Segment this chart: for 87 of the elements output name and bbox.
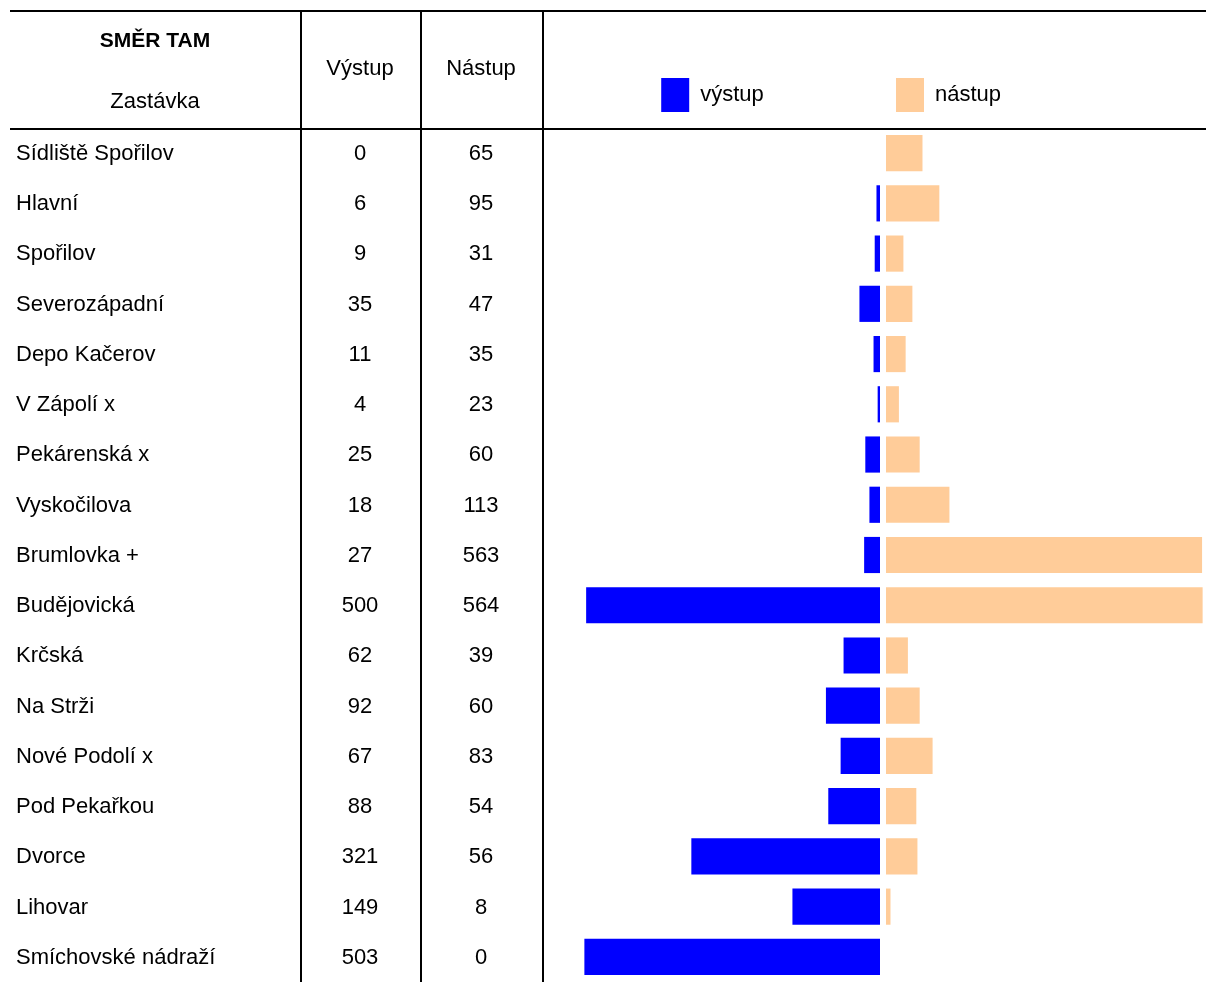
data-label: 25: [346, 440, 374, 469]
data-label: 11: [347, 339, 373, 368]
bar: [886, 637, 908, 674]
y-tick-label: Pekárenská x: [15, 440, 151, 469]
y-tick-label: Pod Pekařkou: [15, 792, 156, 821]
bar: [840, 737, 880, 775]
data-label: 88: [346, 792, 374, 821]
y-tick-label: Depo Kačerov: [15, 339, 157, 368]
data-label: 564: [461, 591, 501, 620]
bar: [874, 235, 880, 272]
data-label: 31: [467, 239, 495, 268]
data-label: 0: [473, 942, 489, 971]
bar: [886, 285, 913, 322]
bar: [886, 135, 923, 172]
bar: [886, 788, 917, 825]
text: Nástup: [445, 55, 517, 81]
bar: [886, 486, 950, 523]
data-label: 60: [467, 691, 495, 720]
bar: [843, 637, 880, 674]
y-tick-label: Dvorce: [15, 842, 87, 871]
data-label: 503: [340, 942, 380, 971]
data-label: 8: [473, 892, 489, 921]
data-label: 56: [467, 842, 495, 871]
bar: [825, 687, 880, 724]
legend-label: výstup: [700, 81, 764, 107]
data-label: 54: [467, 792, 495, 821]
bar: [886, 737, 933, 775]
y-tick-label: Krčská: [15, 641, 85, 670]
bar: [886, 335, 906, 373]
data-label: 62: [346, 641, 374, 670]
y-tick-label: Na Strži: [15, 691, 96, 720]
data-label: 9: [352, 239, 368, 268]
data-label: 35: [467, 339, 495, 368]
y-tick-label: Brumlovka +: [15, 540, 140, 569]
bar: [886, 386, 899, 423]
data-label: 563: [461, 540, 501, 569]
data-label: 113: [462, 490, 500, 519]
bar: [792, 888, 880, 925]
data-label: 149: [340, 892, 380, 921]
y-tick-label: Lihovar: [15, 892, 90, 921]
data-label: 35: [346, 289, 374, 318]
bar: [584, 938, 880, 975]
bar: [864, 536, 880, 574]
data-label: 0: [352, 139, 368, 167]
y-tick-label: Nové Podolí x: [15, 741, 154, 770]
bar: [859, 285, 880, 322]
data-label: 27: [346, 540, 374, 569]
bar: [873, 335, 880, 373]
legend-label: nástup: [935, 81, 1002, 107]
bar: [886, 536, 1203, 574]
data-label: 39: [467, 641, 495, 670]
y-tick-label: Spořilov: [15, 239, 97, 268]
data-label: 23: [467, 390, 495, 419]
data-label: 67: [346, 741, 374, 770]
bar: [691, 838, 880, 875]
bar: [886, 687, 920, 724]
bar: [886, 838, 918, 875]
y-tick-label: V Zápolí x: [15, 390, 117, 419]
y-tick-label: Sídliště Spořilov: [15, 139, 175, 167]
data-label: 4: [352, 390, 368, 419]
y-tick-label: Vyskočilova: [15, 490, 133, 519]
y-axis-title: Zastávka: [109, 88, 201, 114]
bar: [876, 185, 880, 222]
y-tick-label: Hlavní: [15, 189, 80, 218]
data-label: 60: [467, 440, 495, 469]
data-label: 500: [340, 591, 380, 620]
bar: [865, 436, 880, 473]
data-label: 47: [467, 289, 495, 318]
data-label: 92: [346, 691, 374, 720]
bar: [886, 185, 940, 222]
y-tick-label: Smíchovské nádraží: [15, 942, 217, 971]
bar: [869, 486, 880, 523]
bar: [886, 436, 920, 473]
text: SMĚR TAM: [98, 28, 212, 52]
data-label: 6: [352, 189, 368, 218]
y-tick-label: Severozápadní: [15, 289, 165, 318]
data-label: 65: [467, 139, 495, 167]
data-label: 321: [340, 842, 380, 871]
bar: [886, 587, 1203, 624]
data-label: 18: [346, 490, 374, 519]
bar: [828, 788, 880, 825]
bar: [886, 235, 904, 272]
text: Výstup: [325, 55, 395, 81]
data-label: 95: [467, 189, 495, 218]
bar: [586, 587, 880, 624]
data-label: 83: [467, 741, 495, 770]
y-tick-label: Budějovická: [15, 591, 136, 620]
